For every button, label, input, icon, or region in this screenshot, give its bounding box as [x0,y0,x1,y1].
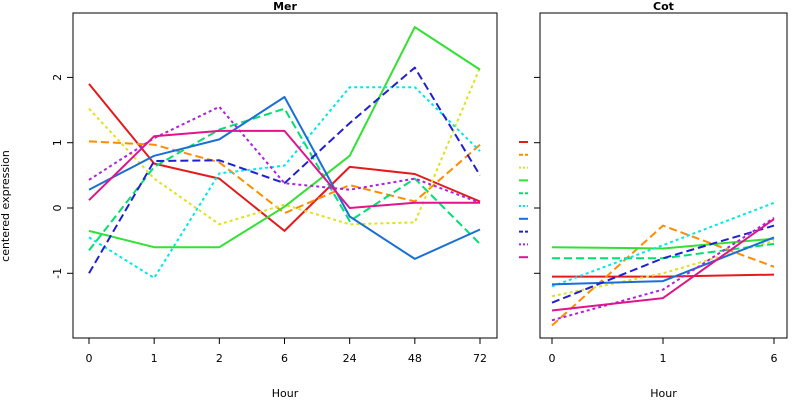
y-axis-label: centered expression [0,150,12,262]
x-tick-label: 24 [343,352,357,365]
x-tick-label: 0 [549,352,556,365]
plot-frame [72,12,498,339]
panel-title: Mer [273,0,297,13]
x-tick-label: 1 [151,352,158,365]
series-line-1 [88,83,481,232]
series-line-4 [88,26,481,249]
x-tick-label: 6 [281,352,288,365]
series-line-5 [552,242,775,260]
x-axis-label: Hour [650,387,677,400]
y-tick-label: 1 [51,139,64,146]
series-line-2 [88,140,481,215]
series-line-7 [88,96,481,260]
x-tick-label: 48 [408,352,422,365]
x-tick-label: 6 [771,352,778,365]
series-line-10 [551,218,775,312]
panel-mer: Mer 0 1 2 6 24 48 72 Hour -1 0 1 2 [51,0,498,400]
series-line-7 [551,236,775,286]
series-line-9 [551,216,775,322]
panel-title: Cot [653,0,674,13]
series-line-4 [551,237,775,250]
series-line-10 [88,129,480,209]
y-tick-label: -1 [51,268,64,279]
series-line-5 [88,107,481,252]
series-line-2 [551,224,775,327]
x-tick-label: 72 [473,352,487,365]
y-tick-label: 2 [51,74,64,81]
panel-cot: Cot 0 1 6 Hour [519,0,788,400]
x-axis-label: Hour [272,387,299,400]
series-line-1 [552,273,775,278]
x-tick-label: 0 [86,352,93,365]
series-line-3 [88,67,481,226]
x-tick-label: 1 [660,352,667,365]
series-line-8 [551,224,775,304]
series-line-6 [88,86,481,279]
series-line-8 [88,66,481,274]
y-tick-label: 0 [51,205,64,212]
series-line-6 [551,201,775,288]
x-tick-label: 2 [216,352,223,365]
